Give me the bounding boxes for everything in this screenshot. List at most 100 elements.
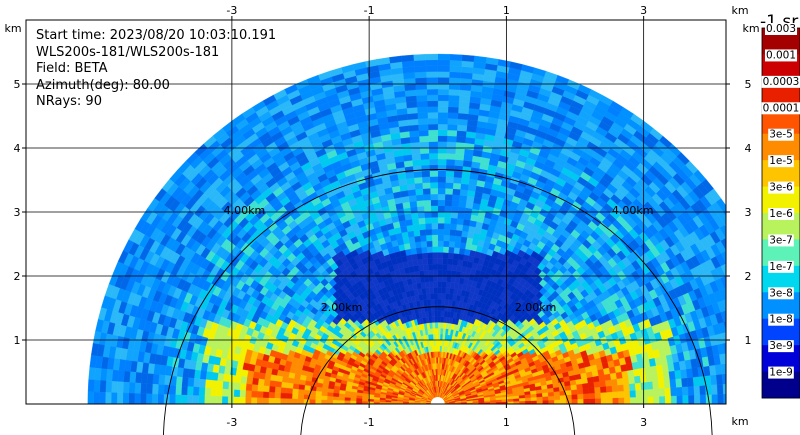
radar-cell: [445, 170, 455, 178]
radar-cell: [414, 65, 427, 73]
radar-cell: [427, 123, 438, 131]
radar-cell: [461, 60, 474, 68]
radar-cell: [658, 387, 666, 397]
radar-cell: [428, 153, 438, 160]
radar-cell: [445, 176, 454, 184]
radar-cell: [441, 298, 446, 306]
radar-cell: [739, 292, 748, 305]
radar-cell: [680, 368, 688, 379]
radar-cell: [425, 223, 432, 230]
radar-cell: [752, 275, 762, 288]
radar-cell: [430, 205, 438, 212]
radar-cell: [420, 153, 430, 160]
radar-cell: [421, 176, 431, 184]
radar-cell: [542, 396, 549, 401]
radar-cell: [412, 159, 422, 167]
radar-cell: [731, 258, 741, 271]
radar-cell: [430, 199, 438, 206]
radar-cell: [629, 383, 636, 391]
radar-cell: [409, 200, 418, 208]
radar-cell: [752, 336, 760, 348]
radar-cell: [647, 396, 654, 404]
radar-cell: [725, 250, 726, 251]
radar-cell: [446, 270, 452, 277]
radar-cell: [437, 141, 448, 148]
radar-cell: [748, 301, 757, 314]
radar-cell: [406, 107, 418, 115]
radar-cell: [446, 275, 452, 283]
radar-cell: [599, 380, 607, 388]
radar-cell: [430, 298, 435, 306]
radar-cell: [634, 375, 641, 384]
radar-cell: [450, 276, 456, 283]
radar-cell: [427, 252, 433, 259]
radar-cell: [437, 263, 443, 271]
radar-cell: [401, 60, 415, 68]
radar-cell: [444, 188, 453, 195]
radar-cell: [756, 359, 763, 371]
radar-cell: [453, 176, 462, 184]
radar-cell: [442, 246, 449, 253]
radar-cell: [434, 322, 438, 329]
radar-cell: [723, 393, 726, 404]
radar-cell: [408, 130, 420, 138]
radar-cell: [423, 270, 429, 277]
radar-cell: [442, 263, 448, 271]
radar-cell: [624, 397, 631, 404]
radar-cell: [737, 256, 747, 269]
radar-cell: [414, 235, 421, 243]
radar-cell: [440, 310, 445, 317]
radar-cell: [458, 195, 468, 202]
radar-cell: [694, 394, 701, 404]
radar-cell: [408, 124, 419, 132]
radar-cell: [437, 333, 441, 341]
radar-cell: [641, 389, 648, 398]
radar-cell: [739, 372, 746, 383]
radar-cell: [430, 188, 438, 195]
radar-cell: [612, 397, 619, 404]
radar-cell: [720, 331, 726, 344]
radar-cell: [412, 224, 420, 231]
radar-cell: [424, 211, 432, 218]
radar-cell: [583, 398, 590, 404]
radar-cell: [710, 374, 718, 386]
radar-cell: [419, 229, 427, 236]
radar-cell: [437, 123, 448, 131]
radar-cell: [576, 388, 584, 395]
radar-cell: [454, 235, 462, 243]
radar-cell: [456, 218, 464, 226]
radar-cell: [460, 236, 468, 244]
radar-cell: [616, 377, 624, 386]
radar-cell: [717, 393, 724, 404]
radar-cell: [452, 258, 459, 266]
radar-cell: [747, 251, 757, 264]
radar-cell: [447, 258, 454, 265]
radar-cell: [663, 379, 671, 389]
radar-cell: [594, 392, 602, 399]
radar-cell: [437, 293, 442, 300]
radar-cell: [419, 147, 430, 154]
radar-cell: [440, 304, 445, 312]
radar-cell: [729, 319, 737, 331]
radar-cell: [548, 395, 555, 401]
radar-cell: [674, 369, 682, 380]
radar-cell: [451, 194, 460, 202]
radar-cell: [458, 247, 466, 255]
radar-cell: [444, 293, 450, 300]
radar-cell: [416, 100, 428, 108]
radar-cell: [664, 395, 672, 404]
radar-cell: [408, 195, 417, 202]
radar-cell: [547, 391, 555, 397]
radar-cell: [459, 242, 467, 250]
radar-cell: [437, 258, 444, 265]
radar-cell: [414, 77, 427, 85]
radar-cell: [437, 217, 445, 224]
radar-cell: [588, 387, 596, 394]
radar-cell: [560, 399, 567, 404]
radar-cell: [447, 124, 458, 131]
radar-cell: [439, 345, 442, 352]
radar-cell: [450, 217, 458, 225]
radar-cell: [428, 269, 434, 277]
radar-cell: [747, 393, 753, 404]
